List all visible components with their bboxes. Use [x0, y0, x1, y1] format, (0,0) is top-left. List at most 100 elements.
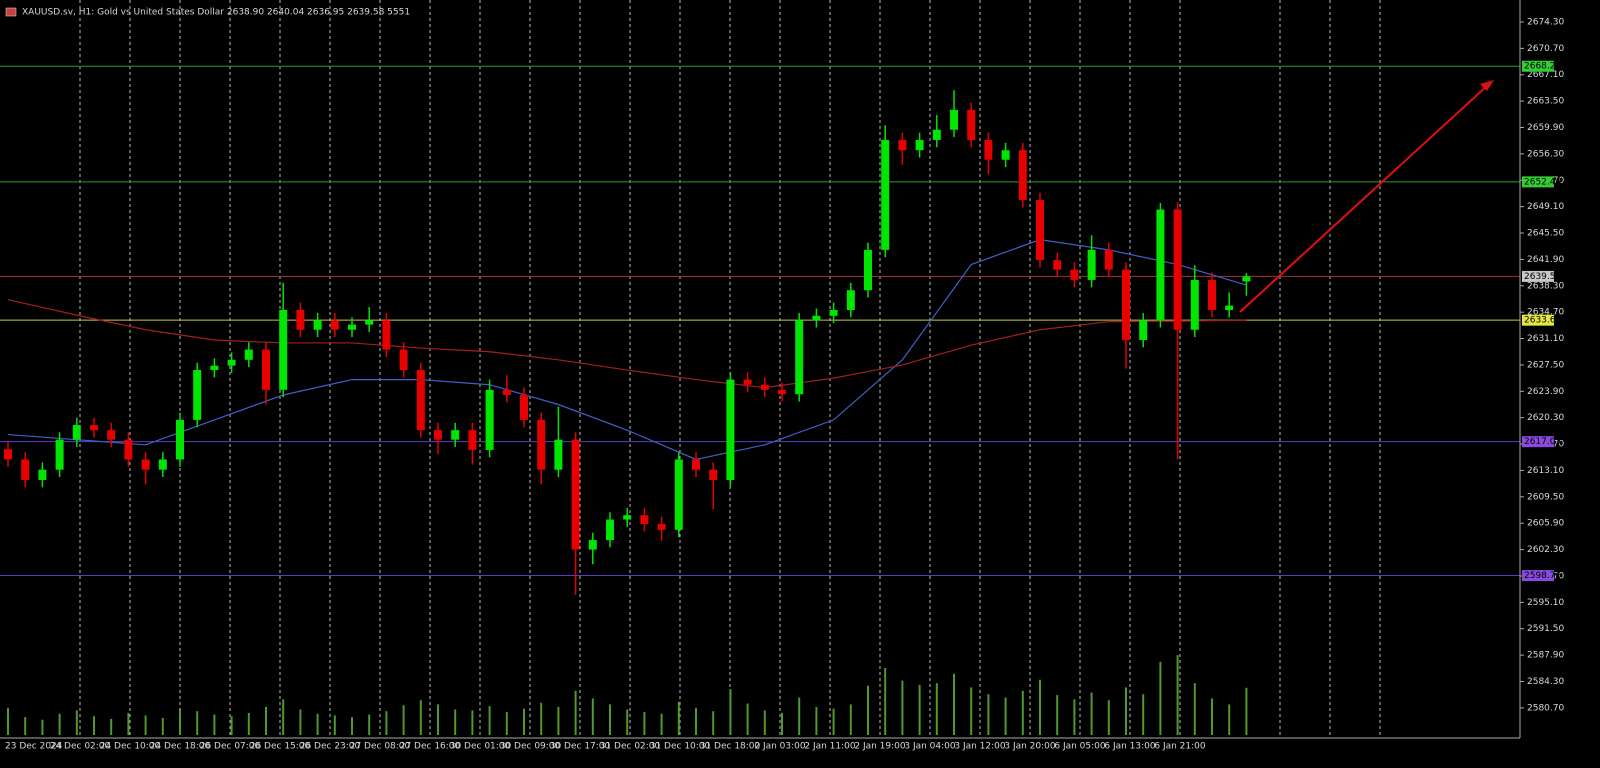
candle-body	[760, 384, 769, 390]
candle-body	[141, 459, 150, 470]
candle-body	[107, 430, 116, 440]
x-tick-label: 30 Dec 01:00	[450, 742, 511, 752]
candle-body	[709, 469, 718, 480]
candle-body	[124, 439, 133, 460]
candle-body	[330, 320, 339, 330]
candle-body	[1018, 150, 1027, 201]
candle-body	[1036, 200, 1044, 261]
header: XAUUSD.sv, H1: Gold vs United States Dol…	[22, 8, 410, 18]
level-label-bg	[1522, 270, 1554, 282]
x-tick-label: 3 Jan 20:00	[1004, 742, 1056, 752]
candle-body	[640, 515, 649, 524]
candle-body	[193, 370, 202, 420]
candle-body	[932, 129, 941, 140]
level-label-bg	[1522, 436, 1554, 448]
candle-body	[674, 459, 683, 530]
level-label: 2652.48	[1524, 177, 1561, 187]
candle-body	[1225, 305, 1234, 310]
candle-body	[1208, 279, 1216, 310]
candle-body	[692, 459, 700, 470]
candle-body	[348, 324, 356, 330]
candle-body	[1087, 249, 1096, 280]
x-tick-label: 2 Jan 11:00	[804, 742, 856, 752]
arrow-head	[1480, 80, 1494, 91]
candle-body	[743, 379, 752, 385]
candle-body	[451, 430, 460, 440]
level-label: 2633.61	[1524, 316, 1561, 326]
symbol-icon	[5, 7, 17, 17]
candle-body	[1173, 209, 1182, 330]
y-tick-label: 2656.30	[1527, 149, 1564, 159]
y-tick-label: 2605.90	[1527, 519, 1564, 529]
axis-labels: 2580.70 2584.30 2587.90 2591.50 2595.10 2598.…	[5, 17, 1564, 751]
candle-body	[468, 430, 477, 450]
candle-body	[434, 430, 442, 440]
moving-average	[7, 299, 1247, 389]
level-label: 2639.58	[1524, 272, 1561, 282]
candle-body	[382, 320, 391, 350]
candle-body	[984, 139, 993, 160]
plot	[0, 65, 1520, 735]
candle-body	[588, 540, 597, 550]
x-tick-label: 31 Dec 18:00	[700, 742, 761, 752]
candle-body	[537, 419, 546, 470]
x-tick-label: 6 Jan 05:00	[1054, 742, 1106, 752]
candle-body	[1053, 260, 1062, 270]
candle-body	[795, 320, 804, 395]
candle-body	[90, 425, 98, 431]
x-tick-label: 24 Dec 10:00	[100, 742, 161, 752]
candle-body	[296, 309, 305, 330]
level-label: 2617.03	[1524, 437, 1561, 447]
candle-body	[864, 249, 872, 291]
trend-arrow	[1239, 84, 1489, 313]
candle-body	[4, 449, 12, 460]
candle-body	[657, 523, 666, 530]
x-tick-label: 24 Dec 02:00	[50, 742, 111, 752]
y-tick-label: 2670.70	[1527, 44, 1564, 54]
candle-body	[571, 439, 580, 550]
x-tick-label: 24 Dec 18:00	[150, 742, 211, 752]
y-tick-label: 2613.10	[1527, 466, 1564, 476]
candle-body	[72, 425, 81, 440]
y-tick-label: 2645.50	[1527, 229, 1564, 239]
candle-body	[1139, 320, 1148, 341]
candle-body	[812, 315, 821, 321]
level-label: 2668.26	[1524, 62, 1561, 72]
candle-body	[244, 349, 253, 360]
x-tick-label: 23 Dec 2024	[5, 742, 63, 752]
candle-body	[227, 359, 236, 366]
x-tick-label: 31 Dec 02:00	[600, 742, 661, 752]
y-tick-label: 2595.10	[1527, 598, 1564, 608]
y-tick-label: 2631.10	[1527, 334, 1564, 344]
candle-body	[881, 139, 890, 250]
x-tick-label: 3 Jan 12:00	[954, 742, 1006, 752]
y-tick-label: 2609.50	[1527, 492, 1564, 502]
y-tick-label: 2649.10	[1527, 202, 1564, 212]
x-tick-label: 6 Jan 13:00	[1104, 742, 1156, 752]
y-tick-label: 2591.50	[1527, 624, 1564, 634]
candle-body	[502, 389, 511, 395]
candle-body	[1156, 209, 1165, 321]
candle-body	[915, 139, 924, 151]
candle-body	[520, 394, 528, 420]
y-tick-label: 2602.30	[1527, 545, 1564, 555]
level-label: 2598.76	[1524, 571, 1561, 581]
x-tick-label: 27 Dec 08:00	[350, 742, 411, 752]
candle-body	[485, 389, 494, 450]
candle-body	[1001, 150, 1010, 160]
candle-body	[967, 109, 976, 140]
candle-body	[1190, 279, 1199, 330]
candle-body	[898, 139, 907, 151]
y-tick-label: 2667.10	[1527, 70, 1564, 80]
x-tick-label: 30 Dec 09:00	[500, 742, 561, 752]
candle-body	[416, 370, 425, 431]
x-tick-label: 26 Dec 15:00	[250, 742, 311, 752]
candle-body	[158, 459, 167, 470]
x-tick-label: 27 Dec 16:00	[400, 742, 461, 752]
candle-body	[55, 439, 64, 470]
x-tick-label: 2 Jan 03:00	[754, 742, 806, 752]
candle-body	[846, 290, 855, 310]
candle-body	[726, 379, 735, 480]
candle-body	[829, 309, 838, 316]
x-tick-label: 30 Dec 17:00	[550, 742, 611, 752]
